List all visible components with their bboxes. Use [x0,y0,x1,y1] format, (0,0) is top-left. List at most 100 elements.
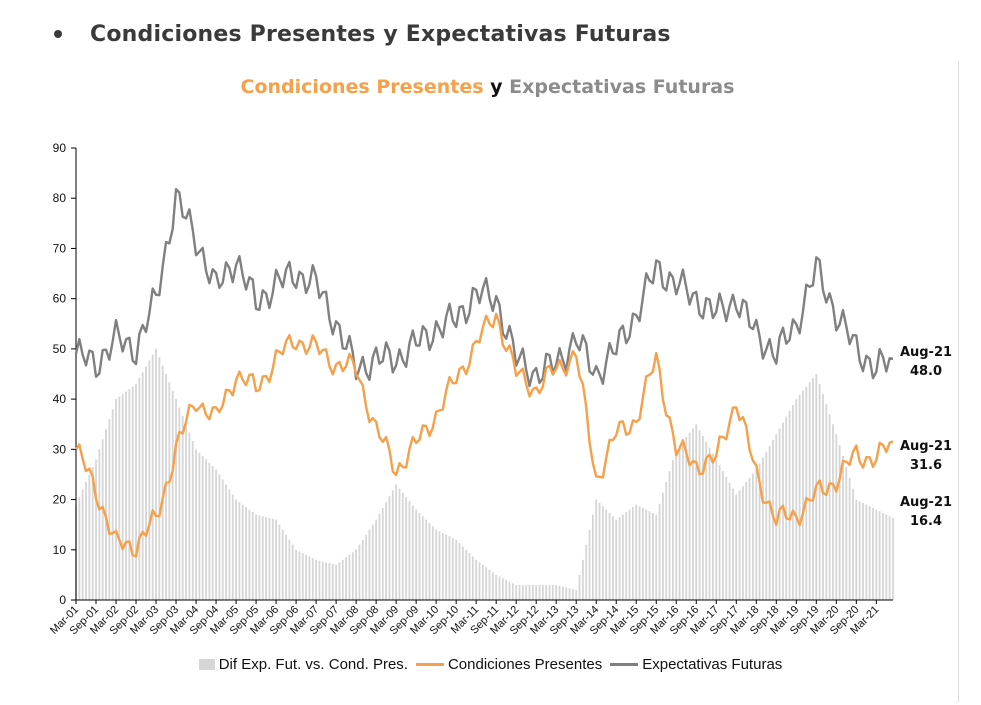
diff-bar [615,519,618,600]
diff-bar [888,516,891,600]
diff-bar [398,488,401,600]
diff-bar [355,549,358,600]
diff-bar [641,507,644,600]
y-tick-label: 60 [53,292,67,306]
diff-bar [772,440,774,600]
diff-bar [515,584,518,600]
diff-bar [491,572,494,600]
diff-bar [261,516,264,600]
diff-bar [188,432,191,600]
diff-bar [138,378,141,600]
diff-bar [571,589,574,600]
diff-bar [131,386,134,600]
diff-bar [185,424,187,600]
y-tick-label: 10 [53,543,67,557]
diff-bar [281,529,284,600]
diff-bar [658,503,661,600]
diff-bar [435,529,438,600]
diff-bar [445,534,448,600]
diff-bar [752,473,754,600]
diff-bar [238,502,241,600]
diff-bar [448,536,451,600]
diff-bar [648,511,651,600]
diff-bar [375,519,378,600]
chart-title-part-3: Expectativas Futuras [509,76,735,98]
diff-bar [318,560,321,600]
diff-bar [591,514,594,600]
diff-bar [351,552,354,600]
diff-bar [115,399,117,600]
diff-bar [401,492,404,600]
diff-bar [608,512,611,600]
diff-bar [521,584,524,600]
diff-bar [461,546,464,600]
diff-bar [531,584,534,600]
diff-bar [505,579,508,600]
diff-bar [578,574,581,600]
diff-bar [255,514,257,600]
diff-bar [561,586,564,600]
y-tick-label: 80 [53,191,67,205]
diff-bar [558,585,561,600]
diff-bar [518,584,521,600]
diff-bar [808,382,811,600]
legend-swatch-present [415,663,444,666]
diff-bar [325,562,328,600]
diff-bar [501,578,504,600]
diff-bar [468,553,471,600]
diff-bar [168,382,171,600]
diff-bar [415,509,418,600]
legend-swatch-diff [198,659,215,670]
diff-bar [455,539,458,600]
diff-bar [625,512,628,600]
diff-bar [708,447,711,600]
diff-bar [118,396,121,600]
diff-bar [288,539,291,600]
diff-bar [611,516,614,600]
diff-bar [862,502,864,600]
diff-bar [418,512,421,600]
diff-bar [585,544,588,600]
diff-bar [712,453,714,600]
diff-bar [91,466,94,600]
diff-bar [855,499,858,600]
diff-bar [301,553,304,600]
diff-bar [145,366,147,600]
diff-bar [651,512,654,600]
diff-bar [258,515,261,600]
diff-bar [218,474,221,600]
diff-bar [755,469,758,600]
diff-bar [655,514,658,600]
legend-label-present: Condiciones Presentes [447,656,603,673]
end-labels: Aug-21 48.0 Aug-21 31.6 Aug-21 16.4 [900,345,952,529]
diff-bar [758,463,761,600]
diff-bar [685,436,688,600]
diff-bar [762,457,764,600]
diff-bar [882,512,884,600]
future-end-label-value: 48.0 [910,364,942,379]
diff-bar [705,441,708,600]
diff-bar [141,372,144,600]
diff-bar [498,576,501,600]
diff-bar [838,445,841,600]
page-heading: Condiciones Presentes y Expectativas Fut… [90,21,671,47]
diff-bar [535,584,538,600]
diff-bar [368,529,371,600]
diff-bar [225,484,227,600]
diff-bar [111,409,114,600]
diff-bar [251,512,254,600]
diff-bar [241,504,244,600]
diff-bar [738,490,741,600]
diff-bar [268,517,271,600]
y-tick-label: 70 [53,241,67,255]
diff-bar [311,558,314,600]
diff-bar [818,384,821,600]
diff-bar [598,502,601,600]
diff-bar [858,501,861,600]
chart-title-part-1: Condiciones Presentes [240,76,484,98]
diff-bar [108,419,111,600]
diff-bar [732,488,734,600]
diff-bar [345,557,348,600]
diff-bar [365,534,368,600]
present-end-label-date: Aug-21 [900,439,952,454]
